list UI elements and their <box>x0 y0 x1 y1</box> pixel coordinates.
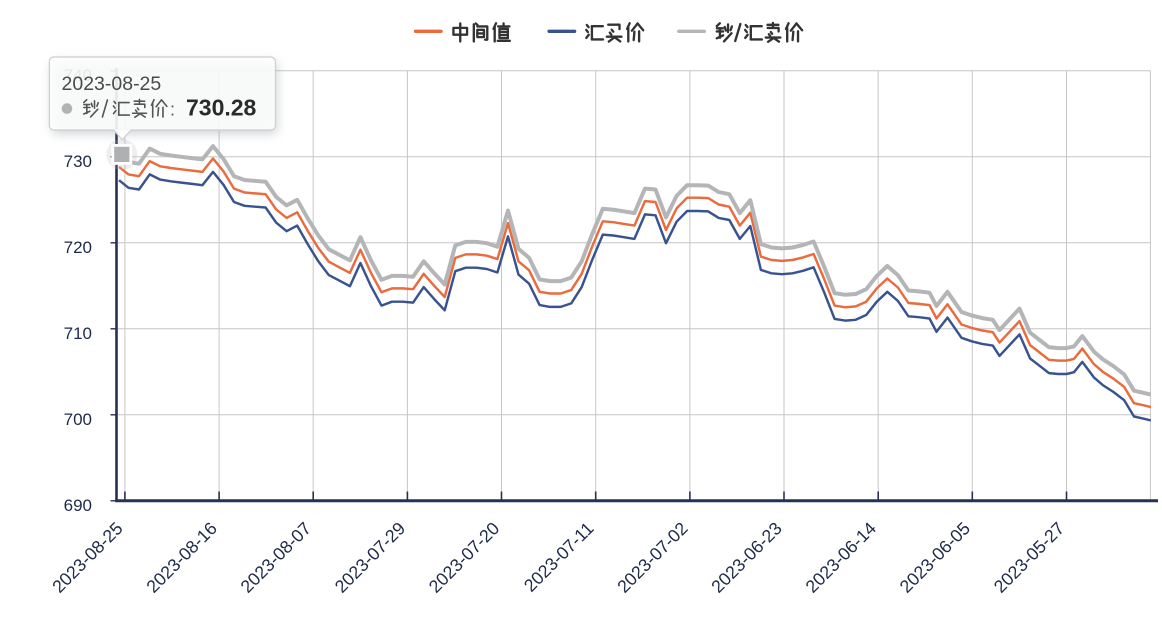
svg-text:710: 710 <box>64 324 92 343</box>
svg-text::: : <box>170 100 175 120</box>
svg-text:730: 730 <box>64 152 92 171</box>
svg-text:2023-08-25: 2023-08-25 <box>62 73 162 95</box>
svg-text:700: 700 <box>64 410 92 429</box>
svg-text:720: 720 <box>64 238 92 257</box>
svg-text:730.28: 730.28 <box>186 95 257 121</box>
svg-text:690: 690 <box>64 496 92 515</box>
